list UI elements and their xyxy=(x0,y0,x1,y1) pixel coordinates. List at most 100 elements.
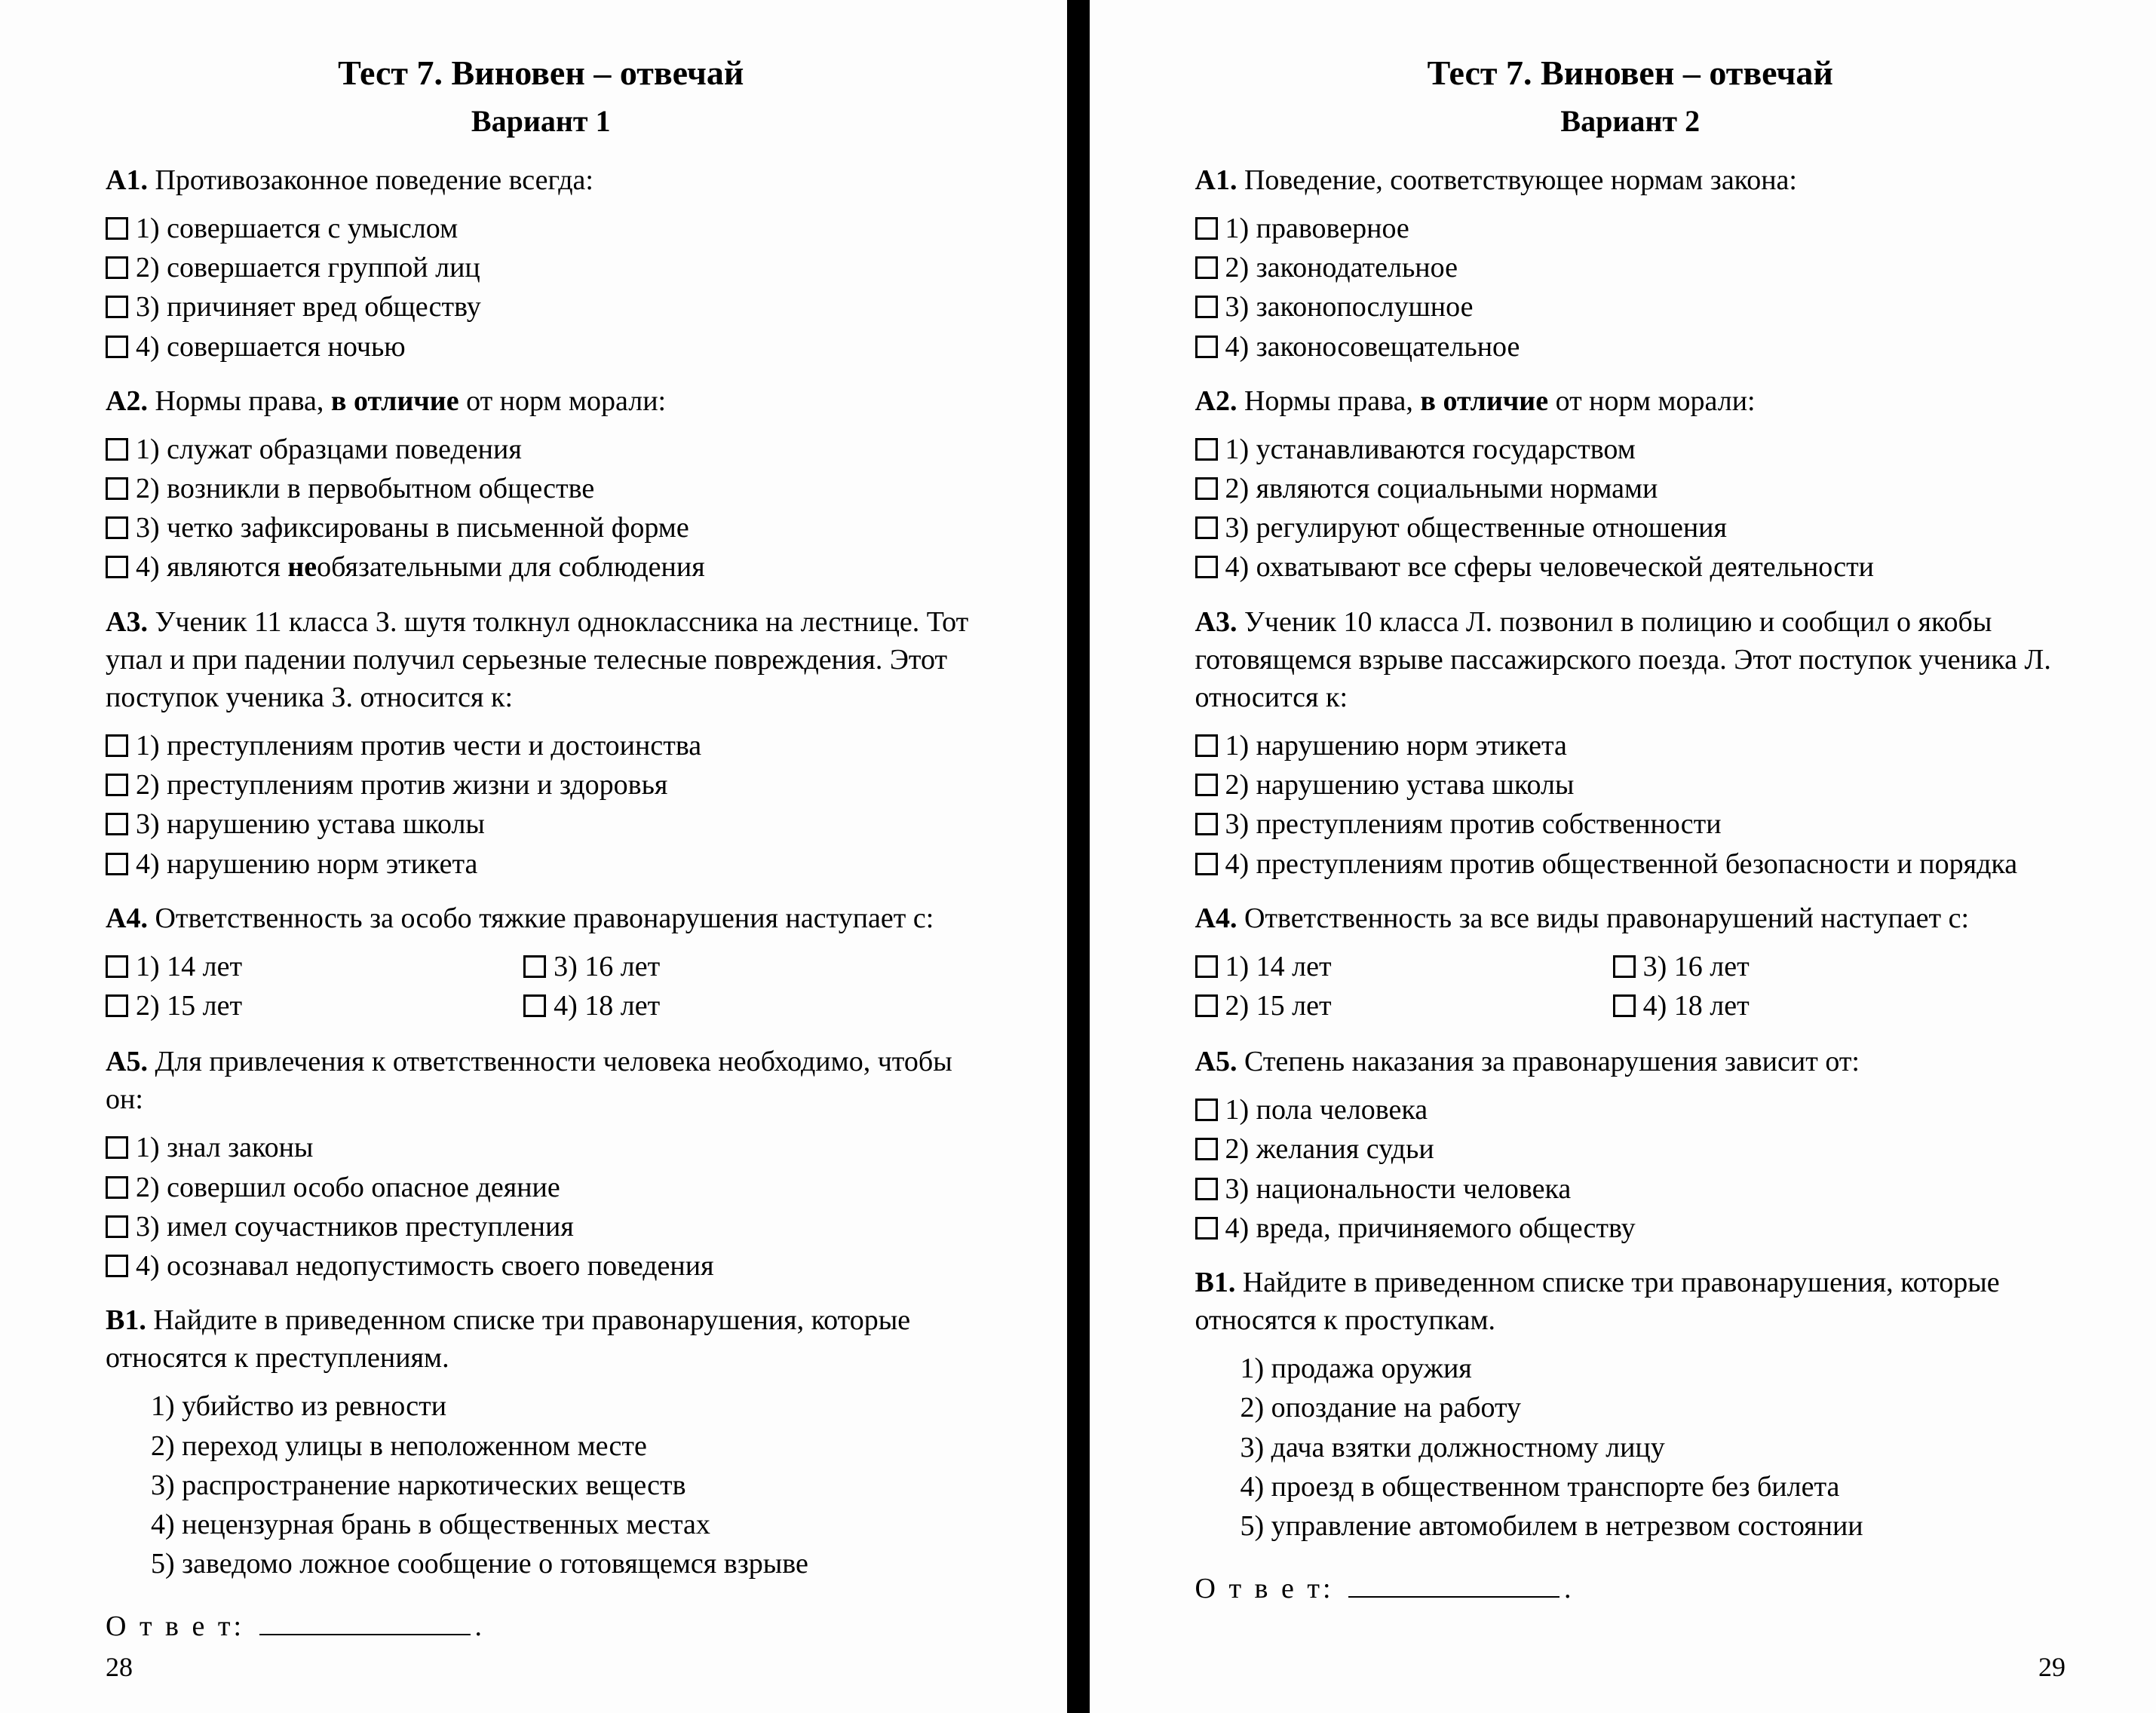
question-label: А4. xyxy=(1195,902,1237,934)
options-a4: 1) 14 лет 3) 16 лет 2) 15 лет 4) 18 лет xyxy=(1195,948,2066,1026)
checkbox-icon[interactable] xyxy=(1195,556,1218,578)
option[interactable]: 2) преступлениям против жизни и здоровья xyxy=(106,766,977,804)
page-left: Тест 7. Виновен – отвечай Вариант 1 А1. … xyxy=(0,0,1067,1713)
checkbox-icon[interactable] xyxy=(1613,994,1636,1017)
checkbox-icon[interactable] xyxy=(106,1255,128,1277)
checkbox-icon[interactable] xyxy=(106,955,128,978)
checkbox-icon[interactable] xyxy=(106,336,128,358)
checkbox-icon[interactable] xyxy=(1195,217,1218,240)
question-text: Найдите в приведенном списке три правона… xyxy=(106,1304,910,1374)
checkbox-icon[interactable] xyxy=(1195,994,1218,1017)
checkbox-icon[interactable] xyxy=(106,734,128,757)
checkbox-icon[interactable] xyxy=(106,516,128,539)
answer-blank[interactable] xyxy=(259,1605,471,1635)
option[interactable]: 4) 18 лет xyxy=(523,987,941,1025)
checkbox-icon[interactable] xyxy=(106,217,128,240)
option[interactable]: 3) 16 лет xyxy=(1613,948,2031,985)
checkbox-icon[interactable] xyxy=(106,477,128,500)
option[interactable]: 2) возникли в первобытном обществе xyxy=(106,470,977,507)
checkbox-icon[interactable] xyxy=(523,994,546,1017)
option[interactable]: 3) причиняет вред обществу xyxy=(106,288,977,326)
option[interactable]: 2) 15 лет xyxy=(106,987,523,1025)
option[interactable]: 4) законосовещательное xyxy=(1195,328,2066,366)
checkbox-icon[interactable] xyxy=(106,774,128,796)
option[interactable]: 4) вреда, причиняемого обществу xyxy=(1195,1209,2066,1247)
option[interactable]: 2) 15 лет xyxy=(1195,987,1613,1025)
option[interactable]: 1) преступлениям против чести и достоинс… xyxy=(106,727,977,765)
option[interactable]: 1) правоверное xyxy=(1195,210,2066,247)
option[interactable]: 2) совершил особо опасное деяние xyxy=(106,1169,977,1206)
list-item: 3) распространение наркотических веществ xyxy=(151,1466,977,1504)
option[interactable]: 1) устанавливаются государством xyxy=(1195,431,2066,468)
option[interactable]: 2) законодательное xyxy=(1195,249,2066,287)
checkbox-icon[interactable] xyxy=(1195,336,1218,358)
option[interactable]: 2) желания судьи xyxy=(1195,1130,2066,1168)
checkbox-icon[interactable] xyxy=(1195,516,1218,539)
checkbox-icon[interactable] xyxy=(106,556,128,578)
option[interactable]: 3) национальности человека xyxy=(1195,1170,2066,1208)
checkbox-icon[interactable] xyxy=(106,1136,128,1159)
checkbox-icon[interactable] xyxy=(106,1215,128,1238)
option[interactable]: 1) нарушению норм этикета xyxy=(1195,727,2066,765)
answer-blank[interactable] xyxy=(1348,1567,1559,1598)
checkbox-icon[interactable] xyxy=(1195,438,1218,461)
option[interactable]: 4) нарушению норм этикета xyxy=(106,845,977,883)
checkbox-icon[interactable] xyxy=(1195,853,1218,875)
checkbox-icon[interactable] xyxy=(106,438,128,461)
option[interactable]: 4) преступлениям против общественной без… xyxy=(1195,845,2066,883)
question-text: Ответственность за особо тяжкие правонар… xyxy=(155,902,934,934)
checkbox-icon[interactable] xyxy=(1195,955,1218,978)
question-label: В1. xyxy=(106,1304,146,1336)
option[interactable]: 3) законопослушное xyxy=(1195,288,2066,326)
checkbox-icon[interactable] xyxy=(1195,477,1218,500)
list-item: 2) опоздание на работу xyxy=(1241,1389,2066,1426)
option[interactable]: 1) 14 лет xyxy=(106,948,523,985)
option[interactable]: 4) 18 лет xyxy=(1613,987,2031,1025)
checkbox-icon[interactable] xyxy=(1195,296,1218,318)
checkbox-icon[interactable] xyxy=(1195,1217,1218,1240)
checkbox-icon[interactable] xyxy=(1195,734,1218,757)
option[interactable]: 3) нарушению устава школы xyxy=(106,805,977,843)
page-number: 29 xyxy=(2038,1651,2066,1683)
option[interactable]: 2) совершается группой лиц xyxy=(106,249,977,287)
option[interactable]: 4) осознавал недопустимость своего повед… xyxy=(106,1247,977,1285)
checkbox-icon[interactable] xyxy=(1613,955,1636,978)
option[interactable]: 4) являются необязательными для соблюден… xyxy=(106,548,977,586)
checkbox-icon[interactable] xyxy=(523,955,546,978)
option[interactable]: 1) служат образцами поведения xyxy=(106,431,977,468)
answer-line: О т в е т: . xyxy=(1195,1567,2066,1605)
checkbox-icon[interactable] xyxy=(1195,774,1218,796)
checkbox-icon[interactable] xyxy=(106,994,128,1017)
checkbox-icon[interactable] xyxy=(106,813,128,835)
option[interactable]: 1) 14 лет xyxy=(1195,948,1613,985)
checkbox-icon[interactable] xyxy=(1195,1099,1218,1121)
option[interactable]: 3) четко зафиксированы в письменной форм… xyxy=(106,509,977,547)
question-b1: В1. Найдите в приведенном списке три пра… xyxy=(106,1301,977,1377)
list-b1: 1) убийство из ревности 2) переход улицы… xyxy=(106,1387,977,1583)
checkbox-icon[interactable] xyxy=(106,296,128,318)
checkbox-icon[interactable] xyxy=(106,256,128,279)
question-label: А3. xyxy=(1195,606,1237,638)
question-a4: А4. Ответственность за все виды правонар… xyxy=(1195,899,2066,937)
question-label: А2. xyxy=(1195,385,1237,417)
book-gutter xyxy=(1067,0,1090,1713)
answer-line: О т в е т: . xyxy=(106,1605,977,1643)
checkbox-icon[interactable] xyxy=(1195,813,1218,835)
option[interactable]: 2) являются социальными нормами xyxy=(1195,470,2066,507)
option[interactable]: 4) охватывают все сферы человеческой дея… xyxy=(1195,548,2066,586)
option[interactable]: 3) имел соучастников преступления xyxy=(106,1208,977,1246)
checkbox-icon[interactable] xyxy=(1195,256,1218,279)
option[interactable]: 3) преступлениям против собственности xyxy=(1195,805,2066,843)
checkbox-icon[interactable] xyxy=(1195,1178,1218,1200)
option[interactable]: 1) знал законы xyxy=(106,1129,977,1166)
option[interactable]: 3) 16 лет xyxy=(523,948,941,985)
checkbox-icon[interactable] xyxy=(106,1176,128,1199)
checkbox-icon[interactable] xyxy=(1195,1138,1218,1160)
option[interactable]: 1) совершается с умыслом xyxy=(106,210,977,247)
option[interactable]: 1) пола человека xyxy=(1195,1091,2066,1129)
option[interactable]: 2) нарушению устава школы xyxy=(1195,766,2066,804)
options-a3: 1) преступлениям против чести и достоинс… xyxy=(106,727,977,883)
checkbox-icon[interactable] xyxy=(106,853,128,875)
option[interactable]: 4) совершается ночью xyxy=(106,328,977,366)
option[interactable]: 3) регулируют общественные отношения xyxy=(1195,509,2066,547)
